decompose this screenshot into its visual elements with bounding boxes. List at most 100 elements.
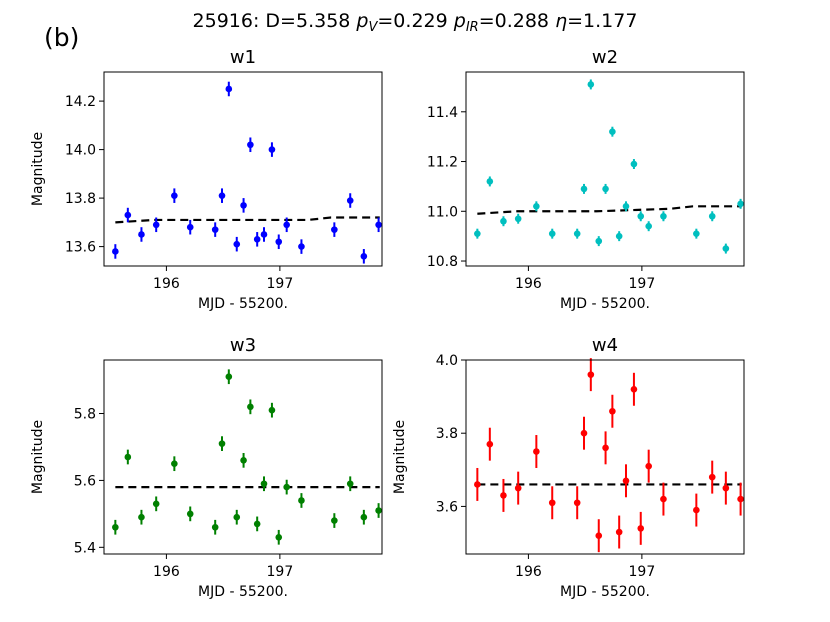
data-point xyxy=(737,495,744,503)
data-point xyxy=(602,444,609,452)
y-tick-label: 5.8 xyxy=(74,407,96,423)
data-point xyxy=(268,406,276,414)
data-point xyxy=(587,81,595,88)
data-point xyxy=(693,230,700,237)
y-tick-label: 14.2 xyxy=(65,94,96,110)
chart-w2: w2 196 197 10.8 11.0 11.2 11.4 MJD - 55200. xyxy=(427,47,745,312)
y-tick-label: 11.2 xyxy=(427,155,458,171)
data-point xyxy=(360,252,368,260)
data-point xyxy=(152,500,160,508)
data-point xyxy=(645,222,652,230)
data-point xyxy=(609,128,616,135)
data-point xyxy=(580,185,588,193)
data-point xyxy=(500,217,507,225)
y-tick-label: 11.4 xyxy=(427,105,458,121)
chart-title: w1 xyxy=(230,47,256,68)
chart-w4: w4 196 197 3.6 3.8 4.0 MJD - 55200. Magnitude xyxy=(392,335,745,600)
data-point xyxy=(268,146,276,153)
data-point xyxy=(211,523,219,531)
title-prefix: 25916: D=5.358 xyxy=(193,10,351,32)
data-point xyxy=(645,462,652,470)
data-point xyxy=(124,453,132,461)
x-tick-label: 196 xyxy=(515,564,542,580)
data-point xyxy=(722,484,730,492)
data-point xyxy=(737,200,744,208)
data-point xyxy=(171,192,178,199)
title-pir-symbol: p xyxy=(453,10,466,32)
data-point xyxy=(548,499,556,507)
data-point xyxy=(533,203,540,210)
data-point xyxy=(346,480,354,488)
data-point xyxy=(693,506,700,514)
panel-label: (b) xyxy=(44,23,79,52)
data-point xyxy=(595,532,603,539)
x-tick-label: 197 xyxy=(629,276,656,292)
data-point xyxy=(218,192,226,199)
data-point xyxy=(218,440,226,447)
data-point xyxy=(630,160,638,168)
data-point xyxy=(573,230,581,237)
plot-frame xyxy=(103,71,383,267)
data-point xyxy=(595,237,603,245)
data-point xyxy=(331,517,338,524)
data-point xyxy=(186,510,194,518)
y-axis-label: Magnitude xyxy=(30,420,46,494)
y-tick-label: 5.6 xyxy=(74,473,96,489)
y-tick-label: 10.8 xyxy=(427,254,458,270)
data-point xyxy=(514,484,522,492)
y-tick-label: 4.0 xyxy=(436,353,458,369)
x-tick-label: 196 xyxy=(153,564,180,580)
data-point xyxy=(637,212,645,220)
chart-title: w2 xyxy=(592,47,618,68)
y-axis-label: Magnitude xyxy=(392,420,408,494)
data-point xyxy=(500,492,507,499)
data-point xyxy=(233,513,241,521)
data-point xyxy=(138,513,145,521)
data-point xyxy=(602,185,609,193)
data-point xyxy=(331,226,338,233)
data-point xyxy=(346,197,354,204)
data-point xyxy=(708,212,716,220)
x-axis-label: MJD - 55200. xyxy=(560,584,650,600)
data-point xyxy=(474,230,481,237)
data-point xyxy=(375,221,382,229)
title-eta-symbol: η xyxy=(555,10,567,32)
x-tick-label: 197 xyxy=(629,564,656,580)
data-point xyxy=(275,238,283,246)
chart-w3: w3 196 197 5.4 5.6 5.8 MJD - 55200. Magnitude xyxy=(30,335,383,600)
data-point xyxy=(186,223,194,231)
title-pv-subscript: V xyxy=(368,20,378,35)
title-pv-symbol: p xyxy=(355,10,368,32)
data-point xyxy=(283,221,290,229)
plot-frame xyxy=(103,359,383,555)
chart-title: w4 xyxy=(592,335,618,356)
data-point xyxy=(660,212,667,220)
data-point xyxy=(240,457,247,464)
model-line xyxy=(477,205,742,215)
data-point xyxy=(474,481,481,488)
data-point xyxy=(171,460,178,467)
plot-frame xyxy=(465,71,745,267)
y-tick-label: 13.6 xyxy=(65,240,96,256)
data-point xyxy=(375,507,382,514)
data-point xyxy=(260,231,268,238)
data-point xyxy=(124,211,132,219)
y-tick-label: 14.0 xyxy=(65,143,96,159)
data-point xyxy=(152,221,160,229)
data-point xyxy=(112,248,119,255)
y-axis-label: Magnitude xyxy=(30,132,46,206)
y-tick-label: 13.8 xyxy=(65,191,96,207)
data-point xyxy=(609,407,616,415)
plot-frame xyxy=(465,359,745,555)
data-point xyxy=(247,141,254,149)
data-point xyxy=(253,520,261,528)
data-point xyxy=(233,240,241,248)
x-axis-label: MJD - 55200. xyxy=(198,296,288,312)
data-point xyxy=(275,533,283,541)
data-point xyxy=(660,495,667,503)
data-point xyxy=(548,230,556,237)
data-point xyxy=(211,226,219,233)
x-tick-label: 197 xyxy=(267,564,294,580)
y-tick-label: 5.4 xyxy=(74,540,96,556)
